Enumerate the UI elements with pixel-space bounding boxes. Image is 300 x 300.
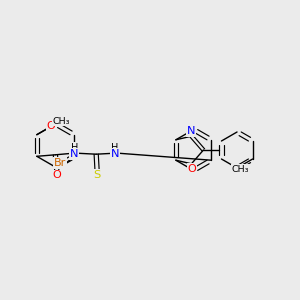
Text: N: N — [70, 149, 79, 159]
Text: N: N — [187, 126, 195, 136]
Text: S: S — [94, 170, 101, 180]
Text: CH₃: CH₃ — [232, 165, 249, 174]
Text: N: N — [111, 149, 119, 159]
Text: CH₃: CH₃ — [52, 117, 70, 126]
Text: O: O — [52, 170, 61, 181]
Text: O: O — [188, 164, 197, 174]
Text: H: H — [111, 143, 119, 153]
Text: H: H — [70, 143, 78, 153]
Text: Br: Br — [54, 158, 66, 168]
Text: O: O — [47, 122, 56, 131]
